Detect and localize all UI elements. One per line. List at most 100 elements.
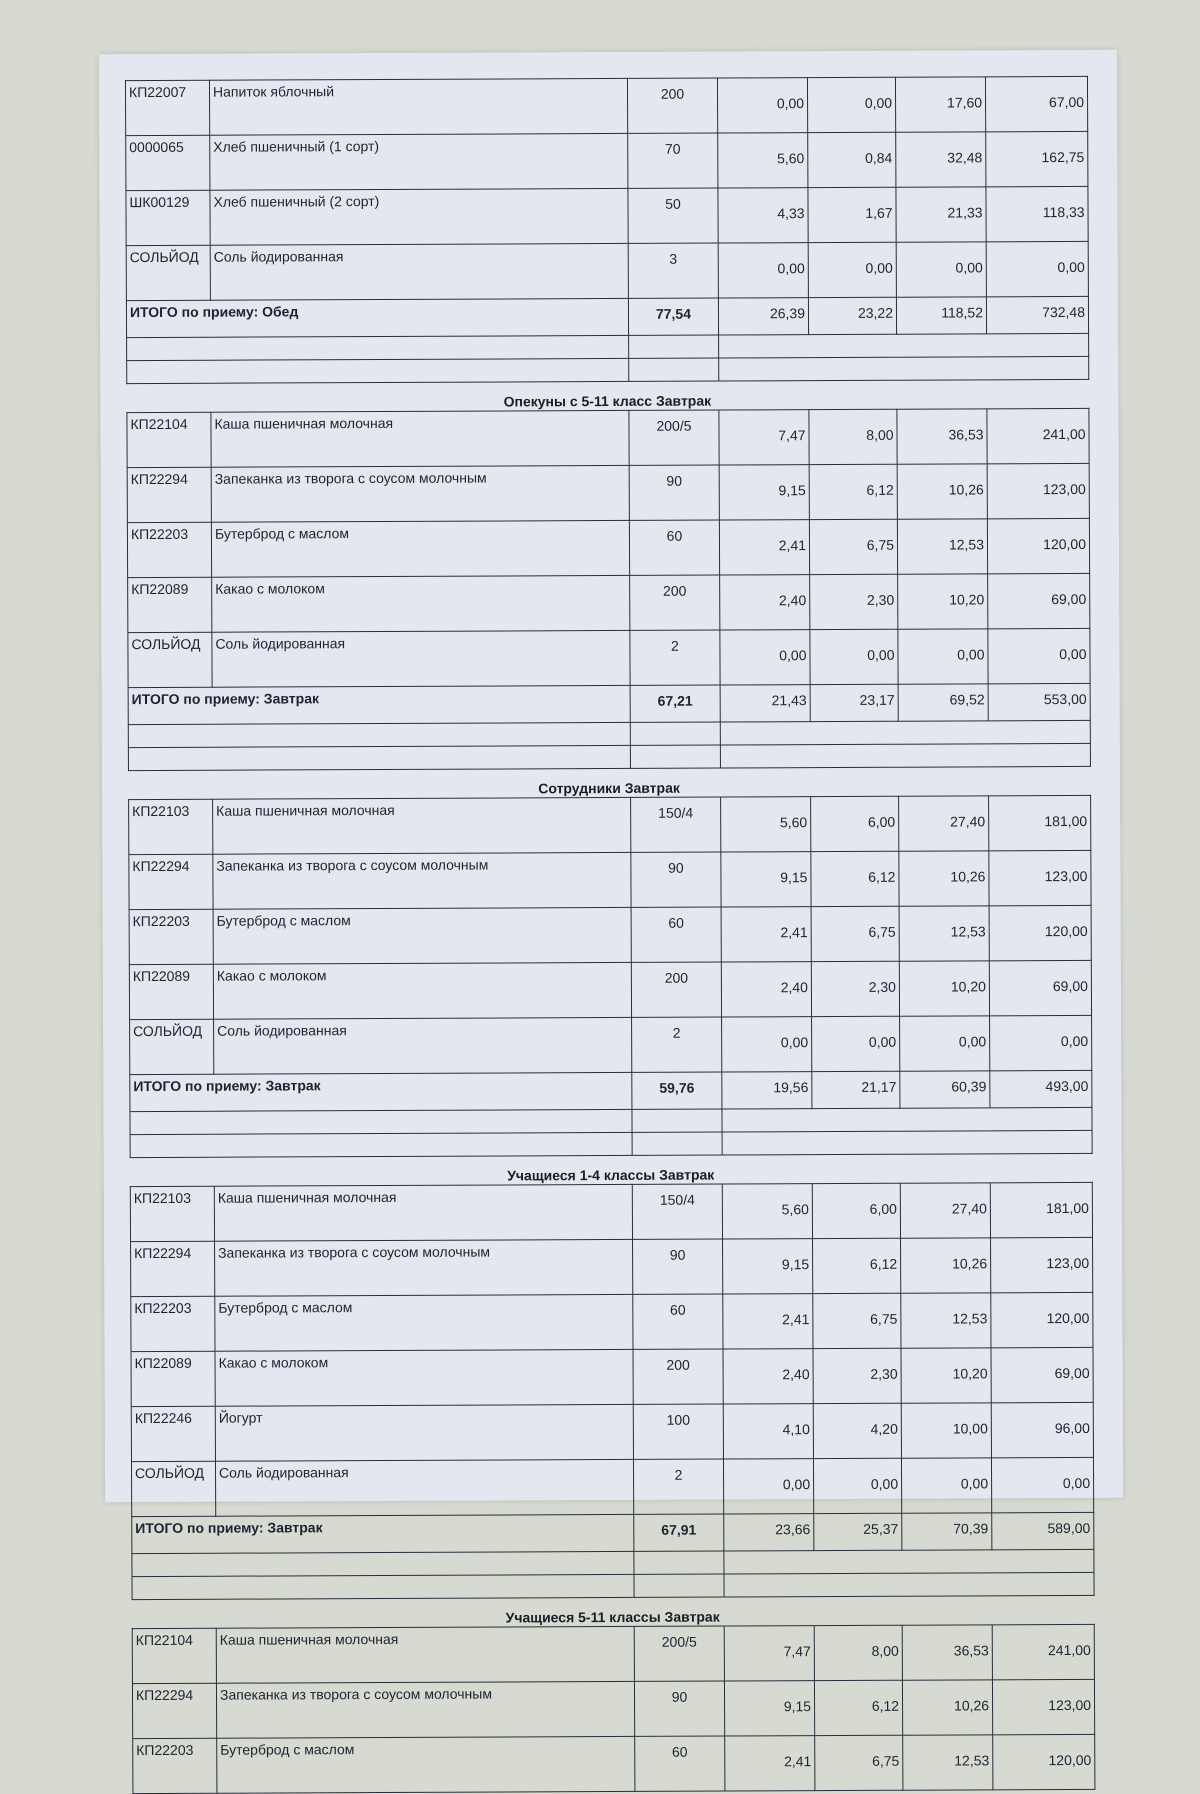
- item-name: Соль йодированная: [215, 1459, 634, 1517]
- item-proteins: 4,10: [723, 1403, 814, 1460]
- empty-cell: [130, 1132, 633, 1158]
- total-fats: 25,37: [813, 1513, 902, 1551]
- item-name: Запеканка из творога с соусом молочным: [211, 465, 630, 523]
- item-calories: 69,00: [989, 960, 1092, 1016]
- table-row: КП22103 Каша пшеничная молочная 150/4 5,60 6…: [130, 1182, 1093, 1242]
- total-calories: 493,00: [989, 1070, 1092, 1108]
- item-calories: 241,00: [992, 1624, 1095, 1680]
- item-carbs: 12,53: [899, 905, 990, 962]
- item-code: КП22007: [125, 80, 210, 136]
- item-calories: 118,33: [985, 186, 1089, 242]
- item-weight: 90: [629, 465, 720, 521]
- item-proteins: 5,60: [717, 132, 808, 189]
- item-fats: 6,75: [809, 519, 898, 575]
- item-proteins: 0,00: [719, 629, 811, 686]
- item-weight: 70: [627, 133, 718, 189]
- table-row: КП22103 Каша пшеничная молочная 150/4 5,60 6…: [128, 795, 1091, 855]
- item-calories: 120,00: [987, 518, 1090, 574]
- item-name: Какао с молоком: [213, 962, 632, 1020]
- total-proteins: 23,66: [723, 1513, 814, 1552]
- item-weight: 200: [629, 575, 720, 631]
- total-label: ИТОГО по приему: Завтрак: [128, 685, 631, 725]
- table-row: ШК00129 Хлеб пшеничный (2 сорт) 50 4,33 1,67…: [125, 186, 1089, 246]
- total-fats: 23,17: [810, 684, 899, 722]
- table-row: КП22104 Каша пшеничная молочная 200/5 7,47 8…: [126, 408, 1090, 468]
- total-proteins: 21,43: [720, 684, 811, 723]
- empty-cell: [129, 1109, 633, 1135]
- item-calories: 96,00: [991, 1402, 1094, 1458]
- item-fats: 0,84: [807, 132, 896, 188]
- item-proteins: 0,00: [721, 1016, 812, 1073]
- item-proteins: 2,40: [723, 1348, 814, 1405]
- item-name: Йогурт: [215, 1404, 634, 1462]
- item-calories: 123,00: [990, 1237, 1093, 1293]
- item-code: КП22089: [127, 577, 212, 633]
- item-code: КП22089: [131, 1351, 216, 1407]
- item-weight: 60: [629, 520, 720, 576]
- item-code: КП22294: [127, 467, 212, 523]
- item-proteins: 7,47: [724, 1625, 815, 1682]
- item-fats: 6,12: [812, 1238, 901, 1294]
- item-name: Бутерброд с маслом: [213, 907, 632, 965]
- item-calories: 69,00: [990, 1347, 1094, 1403]
- empty-cell: [720, 720, 1091, 746]
- item-name: Каша пшеничная молочная: [210, 410, 630, 468]
- item-weight: 2: [631, 1017, 722, 1073]
- empty-cell: [720, 743, 1091, 769]
- menu-table: КП22104 Каша пшеничная молочная 200/5 7,47 8…: [126, 408, 1091, 771]
- item-fats: 6,75: [814, 1735, 903, 1791]
- item-code: КП22203: [130, 1296, 216, 1352]
- item-code: КП22103: [128, 799, 213, 855]
- item-carbs: 0,00: [901, 1457, 992, 1514]
- item-weight: 100: [633, 1404, 724, 1460]
- total-calories: 553,00: [988, 683, 1091, 721]
- item-weight: 60: [634, 1736, 725, 1792]
- item-proteins: 9,15: [722, 1238, 813, 1295]
- item-proteins: 2,40: [721, 961, 812, 1018]
- table-row: 0000065 Хлеб пшеничный (1 сорт) 70 5,60 0,84…: [125, 131, 1088, 191]
- item-code: СОЛЬЙОД: [126, 245, 211, 301]
- total-weight: 59,76: [631, 1072, 722, 1110]
- table-row: КП22294 Запеканка из творога с соусом мол…: [130, 1237, 1093, 1297]
- item-fats: 2,30: [813, 1348, 902, 1404]
- item-fats: 6,12: [809, 464, 898, 520]
- item-name: Бутерброд с маслом: [211, 520, 630, 578]
- item-weight: 2: [633, 1459, 724, 1515]
- item-code: СОЛЬЙОД: [131, 1461, 216, 1517]
- item-carbs: 17,60: [895, 76, 986, 133]
- total-weight: 77,54: [628, 298, 719, 336]
- item-code: КП22203: [132, 1738, 217, 1794]
- item-calories: 120,00: [992, 1734, 1095, 1790]
- item-weight: 200/5: [628, 410, 720, 466]
- item-proteins: 5,60: [722, 1183, 813, 1240]
- item-fats: 6,12: [810, 851, 900, 907]
- item-carbs: 36,53: [896, 408, 988, 465]
- item-proteins: 0,00: [718, 242, 809, 299]
- item-name: Напиток яблочный: [209, 78, 628, 136]
- item-carbs: 12,53: [900, 1292, 991, 1349]
- empty-cell: [723, 1572, 1095, 1598]
- item-name: Хлеб пшеничный (1 сорт): [209, 133, 628, 191]
- table-row: СОЛЬЙОД Соль йодированная 2 0,00 0,00 0,00 0,0…: [129, 1015, 1092, 1075]
- item-name: Соль йодированная: [210, 243, 629, 301]
- item-fats: 0,00: [813, 1458, 902, 1514]
- table-row: СОЛЬЙОД Соль йодированная 3 0,00 0,00 0,00 0,0…: [126, 241, 1089, 301]
- item-fats: 6,00: [810, 796, 899, 852]
- total-label: ИТОГО по приему: Завтрак: [129, 1072, 632, 1112]
- item-carbs: 10,20: [899, 960, 990, 1017]
- item-proteins: 0,00: [723, 1458, 814, 1515]
- empty-cell: [630, 722, 721, 746]
- section-title: Учащиеся 5-11 классы Завтрак: [505, 1608, 720, 1626]
- empty-cell: [128, 745, 631, 771]
- item-carbs: 10,26: [902, 1679, 993, 1736]
- section-title: Учащиеся 1-4 классы Завтрак: [507, 1166, 715, 1184]
- item-weight: 3: [628, 243, 719, 299]
- item-proteins: 5,60: [720, 796, 811, 853]
- item-weight: 90: [632, 1239, 723, 1295]
- empty-cell: [718, 333, 1089, 359]
- item-calories: 120,00: [989, 905, 1092, 961]
- item-fats: 6,75: [812, 1293, 901, 1349]
- item-proteins: 2,41: [724, 1735, 815, 1792]
- empty-cell: [128, 722, 631, 748]
- empty-cell: [632, 1132, 723, 1156]
